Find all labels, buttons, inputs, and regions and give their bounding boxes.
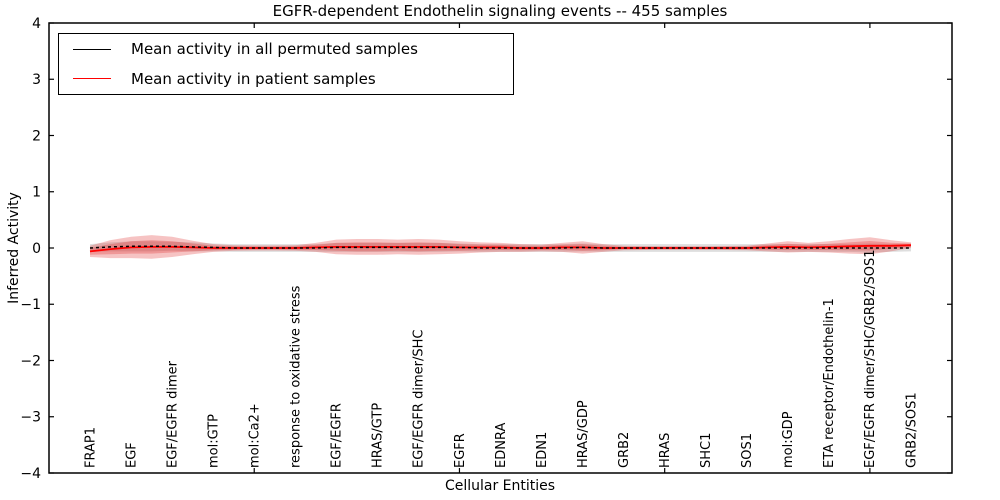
entity-label: EGFR	[453, 433, 468, 468]
y-tick-label: −1	[20, 297, 41, 313]
y-tick-label: −4	[20, 466, 41, 482]
legend-label: Mean activity in all permuted samples	[131, 40, 418, 59]
legend-entry-patient: Mean activity in patient samples	[59, 65, 513, 93]
y-tick-label: 4	[32, 16, 41, 32]
y-tick-label: −2	[20, 353, 41, 369]
entity-label: HRAS/GDP	[576, 400, 591, 468]
entity-label: EGF/EGFR dimer/SHC	[412, 330, 427, 468]
legend-entry-permuted: Mean activity in all permuted samples	[59, 35, 513, 63]
entity-label: EGF/EGFR dimer	[165, 360, 180, 468]
entity-label: HRAS/GTP	[371, 403, 386, 468]
permuted-line-swatch	[73, 48, 111, 50]
y-tick-label: 1	[32, 185, 41, 201]
entity-label: EGF	[124, 442, 139, 468]
entity-label: EGF/EGFR	[330, 403, 345, 468]
y-tick-label: 3	[32, 72, 41, 88]
legend: Mean activity in all permuted samples Me…	[58, 33, 514, 95]
entity-label: GRB2	[617, 432, 632, 468]
entity-label: mol:Ca2+	[247, 403, 262, 468]
y-tick-label: −3	[20, 410, 41, 426]
y-tick-label: 2	[32, 128, 41, 144]
permuted-mean-line	[89, 245, 911, 249]
legend-label: Mean activity in patient samples	[131, 69, 376, 88]
entity-label: SOS1	[740, 433, 755, 468]
entity-label: GRB2/SOS1	[904, 392, 919, 468]
entity-label: EDN1	[535, 432, 550, 468]
entity-label: response to oxidative stress	[289, 285, 304, 468]
y-tick-label: 0	[32, 241, 41, 257]
entity-label: SHC1	[699, 433, 714, 468]
entity-label: EGF/EGFR dimer/SHC/GRB2/SOS1	[863, 250, 878, 469]
entity-label: HRAS	[658, 433, 673, 468]
entity-label: ETA receptor/Endothelin-1	[822, 298, 837, 468]
entity-label: mol:GTP	[206, 414, 221, 468]
x-axis-label: Cellular Entities	[444, 478, 556, 494]
entity-label: EDNRA	[494, 423, 509, 468]
chart-title: EGFR-dependent Endothelin signaling even…	[272, 2, 728, 20]
entity-label: FRAP1	[83, 427, 98, 468]
y-axis-label: Inferred Activity	[6, 192, 22, 304]
entity-label: mol:GDP	[781, 411, 796, 468]
patient-line-swatch	[73, 78, 111, 80]
